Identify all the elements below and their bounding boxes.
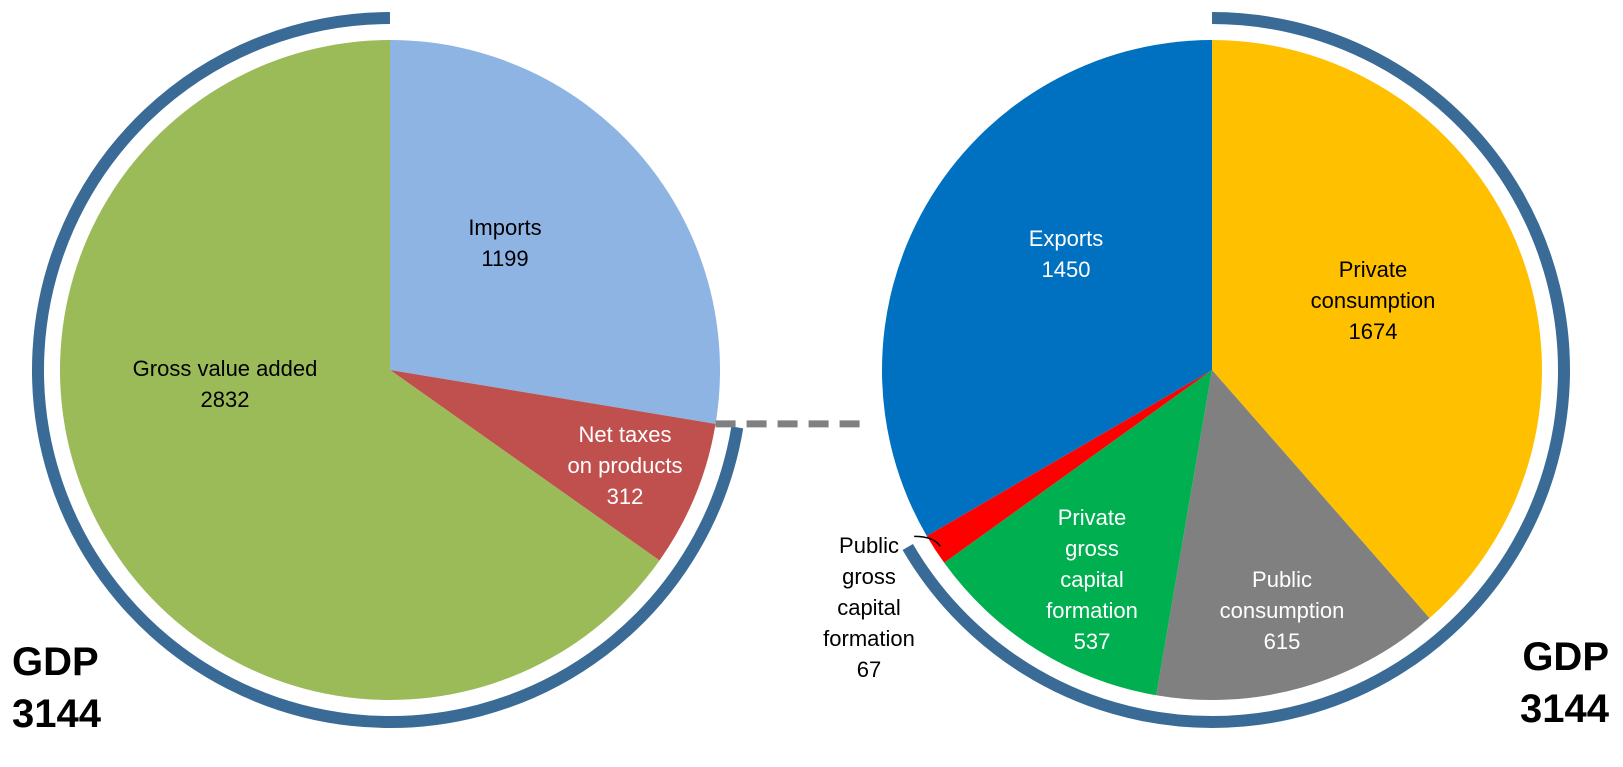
gdp-left-label: GDP 3144: [12, 636, 101, 740]
label-public-gross-capital-formation: Public gross capital formation 67: [823, 533, 915, 682]
left-pie-chart: Imports 1199 Net taxes on products 312 Gross …: [60, 40, 720, 701]
gdp-right-value: 3144: [1520, 687, 1609, 731]
slice-imports: [390, 40, 720, 424]
slice-private-consumption: [1212, 40, 1542, 619]
slice-gross-value-added: [60, 40, 660, 701]
label-private-gross-capital-formation: Private gross capital formation 537: [1046, 505, 1138, 654]
right-pie-chart: Private consumption 1674 Public consumption 6…: [823, 40, 1542, 700]
gdp-left-title: GDP: [12, 640, 99, 684]
label-net-taxes-on-products: Net taxes on products 312: [568, 422, 683, 509]
gdp-right-title: GDP: [1522, 635, 1609, 679]
slice-exports: [882, 40, 1212, 536]
gdp-arc-left: [32, 12, 744, 728]
label-public-consumption: Public consumption 615: [1220, 567, 1345, 654]
slice-net-taxes-on-products: [390, 370, 716, 561]
label-private-consumption: Private consumption 1674: [1311, 257, 1436, 344]
label-gross-value-added: Gross value added 2832: [133, 356, 318, 412]
gdp-arc-right: [902, 12, 1570, 728]
slice-public-consumption: [1156, 370, 1430, 700]
gdp-arcs: [32, 12, 1570, 728]
label-imports: Imports 1199: [468, 215, 541, 271]
label-exports: Exports 1450: [1029, 226, 1104, 282]
gdp-left-value: 3144: [12, 692, 101, 736]
leader-line-public-gross-capital-formation: [914, 535, 941, 547]
slice-private-gross-capital-formation: [944, 370, 1212, 696]
gdp-right-label: GDP 3144: [1520, 631, 1609, 735]
slice-public-gross-capital-formation: [926, 370, 1212, 563]
